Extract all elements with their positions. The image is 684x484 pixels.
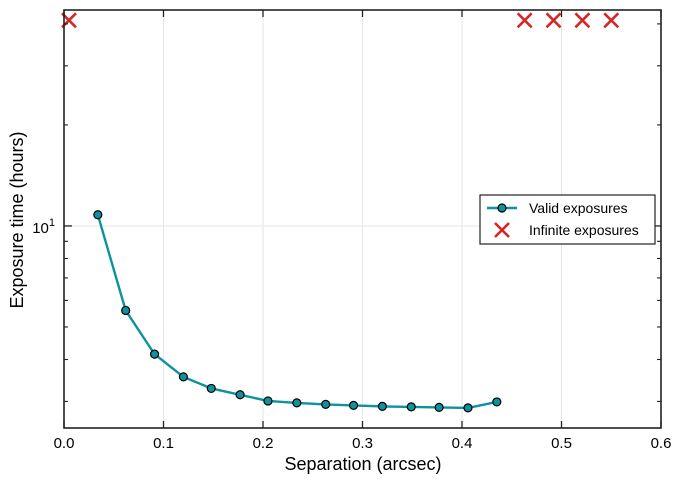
x-tick-label: 0.5 [551,435,572,452]
legend-marker-infinite [494,222,510,238]
legend-cross [494,222,510,238]
valid-exposure-line [96,214,498,410]
valid-exposure-point [121,305,131,316]
cross-stroke [494,222,510,238]
x-tick-label: 0.2 [253,435,274,452]
valid-exposure-point [377,401,387,411]
x-axis-title: Separation (arcsec) [284,454,441,474]
x-tick-label: 0.3 [352,435,373,452]
infinite-exposure-point [603,12,620,29]
axis-ticks: 0.0 0.1 0.2 0.3 0.4 0.5 0.6 101 [32,10,671,452]
valid-exposure-point [321,399,331,409]
valid-exposure-point [263,396,273,406]
valid-exposure-point [406,402,416,412]
legend-label-infinite: Infinite exposures [529,222,639,238]
valid-exposure-point [235,390,245,400]
infinite-exposure-point [545,12,562,29]
infinite-exposure-point [574,12,591,29]
valid-exposure-point [178,372,188,382]
legend-label-valid: Valid exposures [529,200,628,216]
cross-stroke [545,12,562,29]
x-tick-label: 0.4 [452,435,473,452]
valid-exposure-point [206,383,216,394]
valid-exposure-point [292,398,302,408]
valid-exposure-point [434,402,444,412]
infinite-exposure-point [516,12,533,29]
cross-stroke [516,12,533,29]
x-tick-label: 0.1 [153,435,174,452]
valid-exposure-point [348,400,359,410]
valid-exposure-point [492,397,502,407]
cross-stroke [603,12,620,29]
x-tick-label: 0.6 [651,435,672,452]
cross-stroke [574,12,591,29]
x-tick-label: 0.0 [54,435,75,452]
valid-exposure-point [463,403,473,413]
y-axis-title: Exposure time (hours) [7,131,27,308]
plot-series [61,12,620,413]
valid-exposure-point [93,210,103,220]
legend-marker-valid [497,203,507,213]
y-tick-label: 101 [32,217,55,237]
valid-exposure-point [149,349,160,359]
legend: Valid exposures Infinite exposures [479,194,656,245]
